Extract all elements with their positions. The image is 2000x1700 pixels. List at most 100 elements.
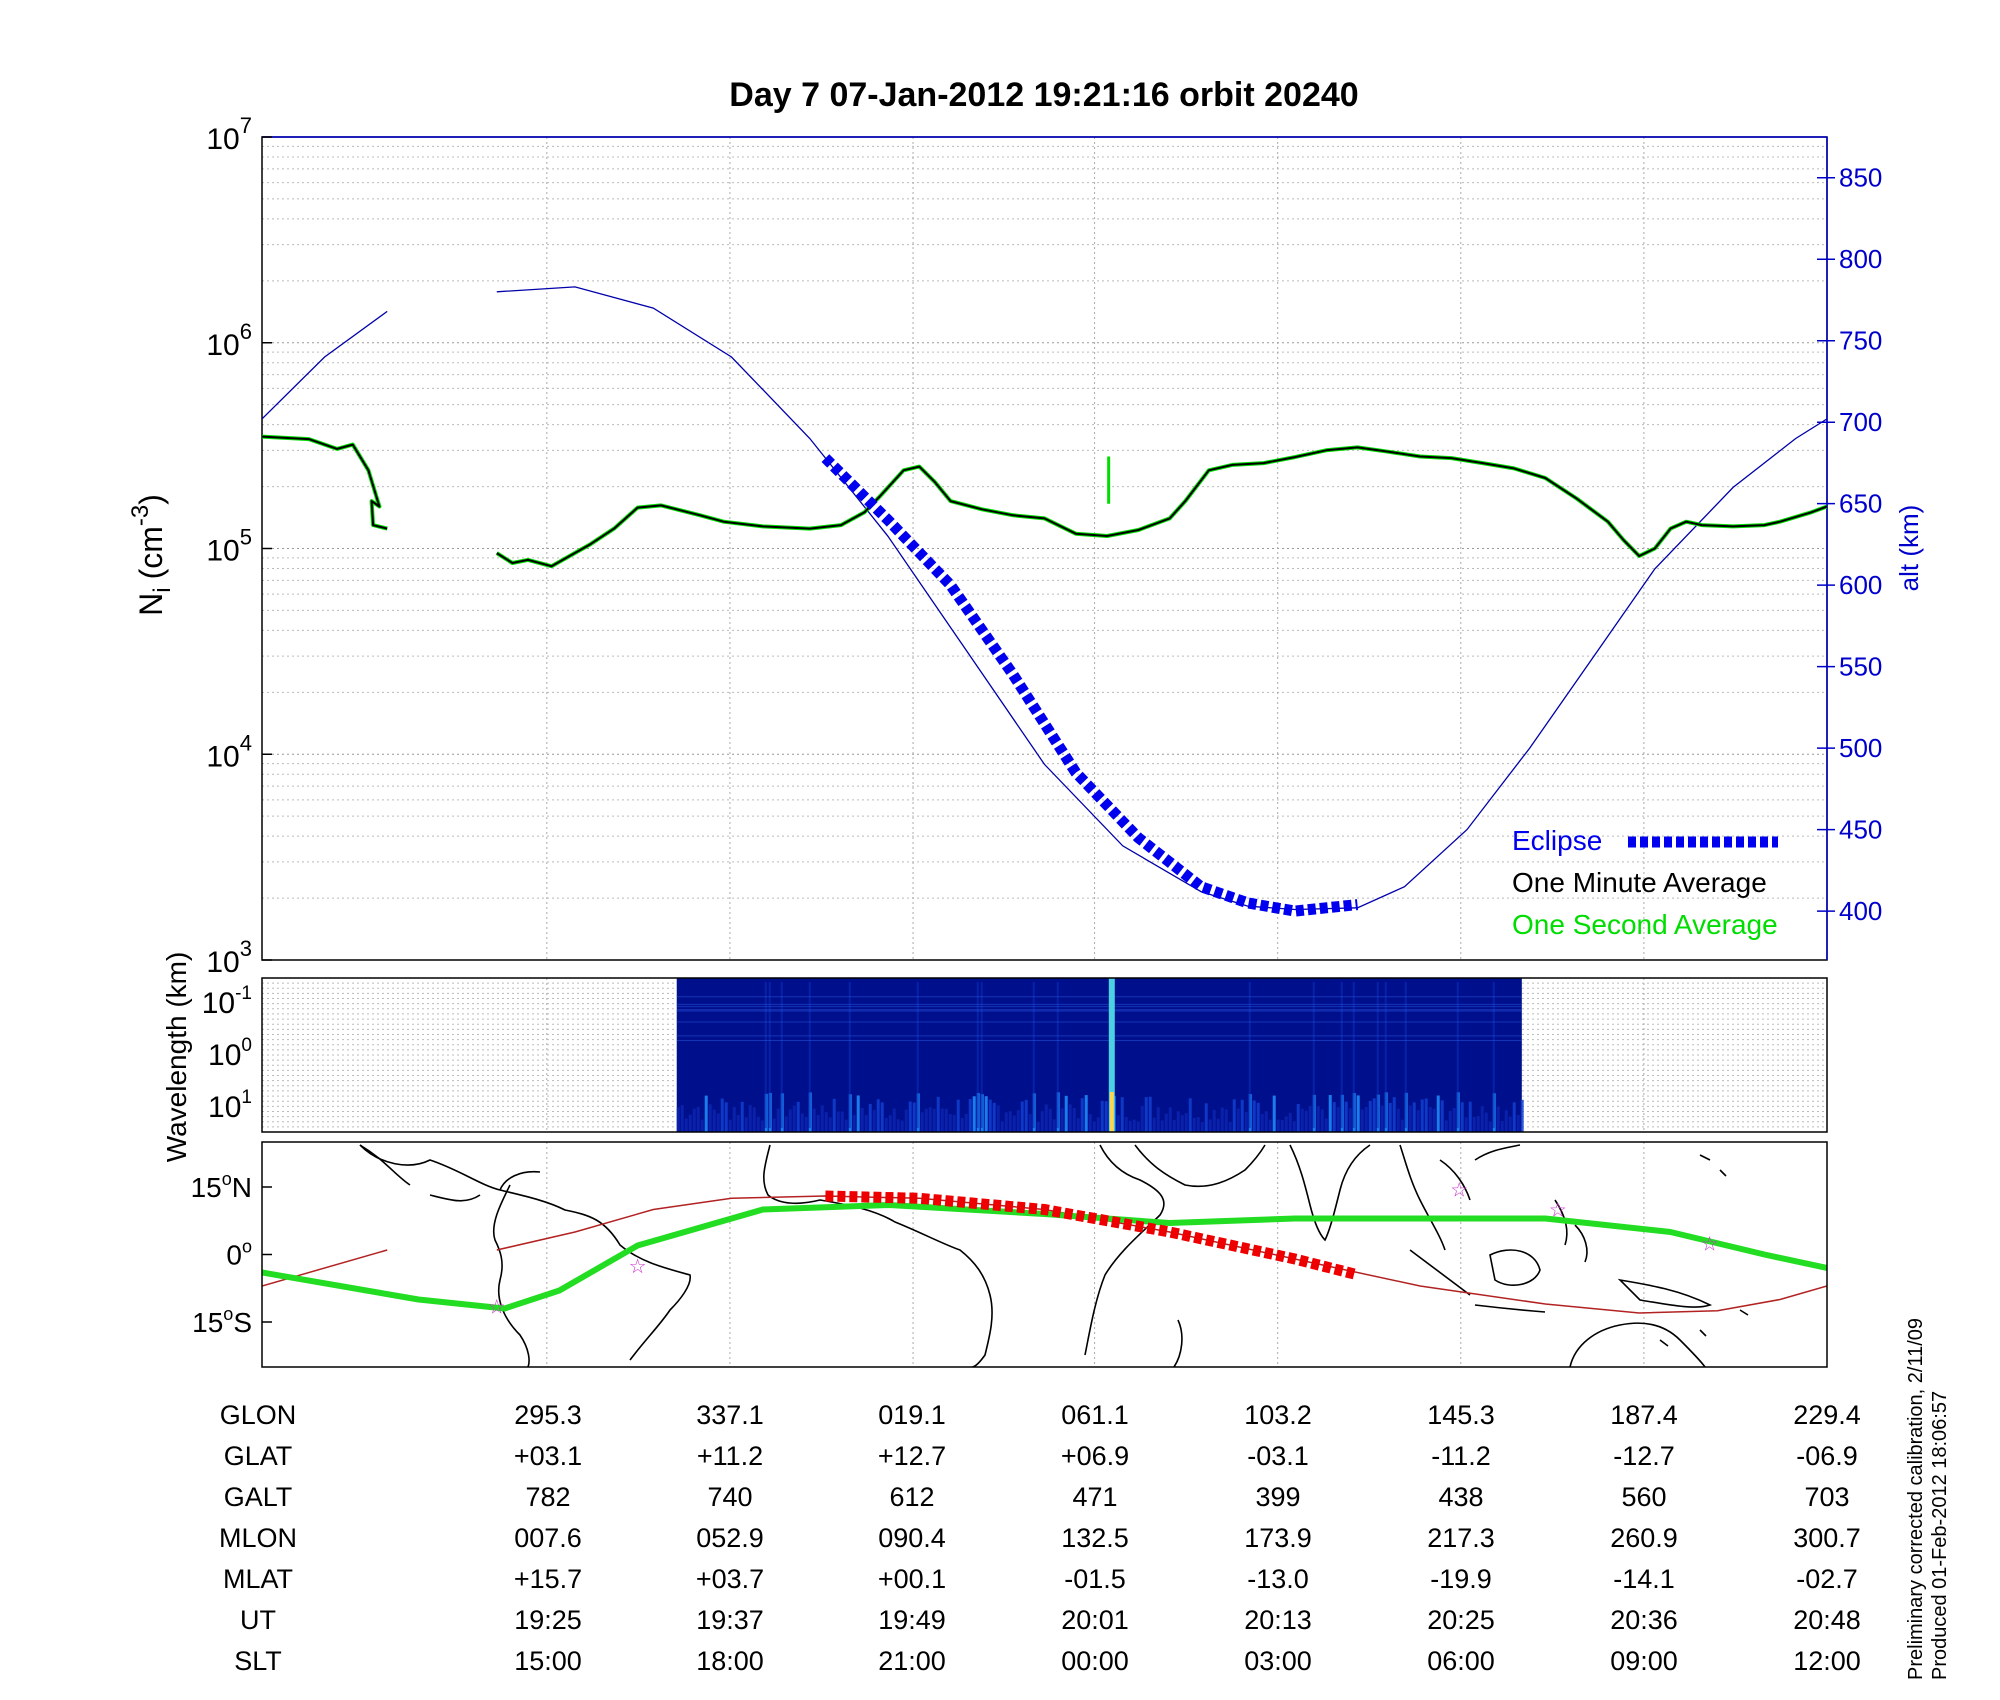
alt-y-tick-label: 600 bbox=[1839, 570, 1882, 600]
spectrogram-cell bbox=[980, 982, 983, 1128]
density-y-label-close: ) bbox=[133, 494, 169, 505]
spectrogram-cell bbox=[808, 982, 811, 1128]
spectrogram-cell bbox=[924, 1108, 928, 1132]
spectrogram-cell bbox=[1316, 1106, 1320, 1132]
map-grid bbox=[546, 1142, 1645, 1367]
eclipse-marker bbox=[821, 454, 1359, 917]
spectrogram-cell bbox=[816, 1115, 820, 1132]
spectrogram-cell bbox=[704, 1095, 708, 1132]
spectrogram-cell bbox=[1196, 1117, 1200, 1132]
spectrogram-cell bbox=[1288, 1112, 1292, 1132]
table-cell: 061.1 bbox=[1061, 1400, 1129, 1430]
spectrogram-cell bbox=[828, 1117, 832, 1132]
table-cell: 187.4 bbox=[1610, 1400, 1678, 1430]
coast-pacific-islands bbox=[1659, 1154, 1749, 1347]
map-y-tick-hemi: N bbox=[232, 1172, 252, 1203]
density-y-tick-label: 104 bbox=[206, 730, 252, 773]
spectrogram-cell bbox=[1096, 1117, 1100, 1132]
map-y-tick-value: 0 bbox=[226, 1240, 242, 1271]
table-cell: -12.7 bbox=[1613, 1441, 1675, 1471]
spectrogram-cell bbox=[1184, 1113, 1188, 1132]
table-cell: -03.1 bbox=[1247, 1441, 1309, 1471]
spectrogram-cell bbox=[1084, 1095, 1088, 1132]
spectrogram-cell bbox=[936, 1096, 940, 1132]
spectrogram-cell bbox=[1256, 1102, 1260, 1132]
spectrogram-cell bbox=[800, 1113, 804, 1132]
spectrogram-cell bbox=[804, 1116, 808, 1132]
spectrogram-cell bbox=[1216, 1118, 1220, 1132]
coast-south-america bbox=[359, 1144, 691, 1367]
map-series: ☆ ☆ ☆ ☆ ☆ bbox=[262, 1179, 1827, 1318]
spectrogram-y-tick-base: 10 bbox=[202, 987, 235, 1020]
spectrogram-cell bbox=[1080, 1098, 1084, 1132]
map-y-tick-label: 15oS bbox=[192, 1304, 252, 1338]
spectrogram-cell bbox=[684, 1118, 688, 1132]
spectrogram-cell bbox=[1448, 1110, 1452, 1132]
spectrogram-cell bbox=[1456, 982, 1459, 1128]
spectrogram-y-label: Wavelength (km) bbox=[161, 952, 192, 1163]
spectrogram-cell bbox=[916, 982, 919, 1128]
spectrogram-cell bbox=[1232, 1099, 1236, 1132]
density-y-tick-base: 10 bbox=[206, 329, 239, 362]
spectrogram-cell bbox=[864, 1114, 868, 1132]
map-y-tick-deg: o bbox=[242, 1237, 252, 1257]
spectrogram-cell bbox=[1368, 1100, 1372, 1132]
spectrogram-cell bbox=[1404, 982, 1407, 1128]
spectrogram-cell bbox=[1152, 1117, 1156, 1132]
spectrogram-cell bbox=[1076, 1118, 1080, 1132]
spectrogram-cell bbox=[860, 1107, 864, 1132]
table-cell: 173.9 bbox=[1244, 1523, 1312, 1553]
spectrogram-cell bbox=[1104, 1101, 1108, 1132]
one-minute-average-line bbox=[496, 446, 1827, 568]
alt-y-tick-label: 700 bbox=[1839, 407, 1882, 437]
alt-y-tick-label: 850 bbox=[1839, 163, 1882, 193]
spectrogram-cell bbox=[1444, 1120, 1448, 1132]
spectrogram-cell bbox=[1064, 1095, 1068, 1132]
table-row-label: GALT bbox=[224, 1482, 293, 1512]
footnote-line1: Preliminary corrected calibration, 2/11/… bbox=[1905, 1318, 1927, 1680]
spectrogram-cell bbox=[1432, 1108, 1436, 1132]
spectrogram-y-tick-base: 10 bbox=[208, 1091, 241, 1124]
spectrogram-cell bbox=[1224, 1109, 1228, 1132]
coastlines bbox=[359, 1144, 1749, 1367]
spectrogram-cell bbox=[1164, 1113, 1168, 1132]
spectrogram-cell bbox=[1516, 1115, 1520, 1132]
spectrogram-cell bbox=[992, 1102, 996, 1132]
spectrogram-cell bbox=[1312, 982, 1315, 1128]
spectrogram-cell bbox=[1472, 1116, 1476, 1132]
spectrogram-cell bbox=[752, 1107, 756, 1132]
table-cell: 703 bbox=[1804, 1482, 1849, 1512]
table-cell: 052.9 bbox=[696, 1523, 764, 1553]
chart-title: Day 7 07-Jan-2012 19:21:16 orbit 20240 bbox=[729, 76, 1358, 114]
spectrogram-cell bbox=[1492, 982, 1495, 1128]
map-y-tick-value: 15 bbox=[191, 1172, 222, 1203]
density-y-tick-exp: 5 bbox=[240, 525, 252, 550]
star-marker: ☆ bbox=[1450, 1179, 1468, 1201]
spectrogram-cell bbox=[1244, 1111, 1248, 1132]
spectrogram-cell bbox=[760, 1120, 764, 1132]
spectrogram-cell bbox=[1504, 1110, 1508, 1132]
ephemeris-table: GLON 295.3 337.1 019.1 061.1 103.2 145.3 187.4 2… bbox=[219, 1400, 1861, 1676]
spectrogram-cell bbox=[1200, 1121, 1204, 1132]
spectrogram-cell bbox=[920, 1112, 924, 1132]
map-y-tick-deg: o bbox=[222, 1169, 232, 1189]
density-y-label-unit: (cm bbox=[133, 526, 169, 579]
table-cell: -02.7 bbox=[1796, 1564, 1858, 1594]
spectrogram-cell bbox=[1308, 1105, 1312, 1132]
map-y-tick-label: 15oN bbox=[191, 1169, 252, 1203]
spectrogram-cell bbox=[716, 1113, 720, 1132]
spectrogram-cell bbox=[1088, 1114, 1092, 1132]
spectrogram-cell bbox=[772, 1118, 776, 1132]
spectrogram-cell bbox=[756, 1116, 760, 1132]
table-cell: +15.7 bbox=[514, 1564, 582, 1594]
spectrogram-y-tick-exp: 1 bbox=[241, 1087, 252, 1108]
spectrogram-cell bbox=[688, 1114, 692, 1132]
spectrogram-cell bbox=[1352, 982, 1355, 1128]
density-y-tick-label: 106 bbox=[206, 319, 252, 362]
spectrogram-cell bbox=[1416, 1110, 1420, 1132]
spectrogram-cell bbox=[1136, 1121, 1140, 1132]
spectrogram-cell bbox=[1092, 1121, 1096, 1132]
